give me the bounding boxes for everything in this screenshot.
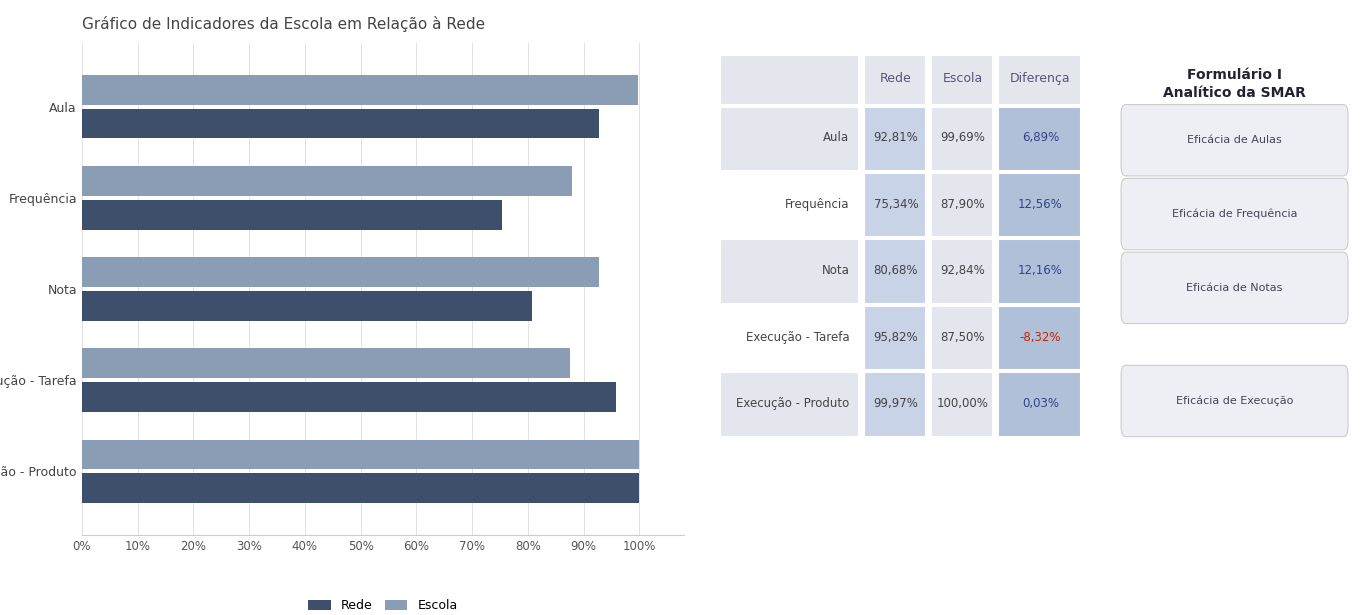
Text: Eficácia de Notas: Eficácia de Notas [1187,283,1282,293]
Text: Gráfico de Indicadores da Escola em Relação à Rede: Gráfico de Indicadores da Escola em Rela… [82,16,486,32]
Text: Formulário I
Analítico da SMAR: Formulário I Analítico da SMAR [1163,68,1305,100]
FancyBboxPatch shape [865,372,926,437]
FancyBboxPatch shape [1121,365,1348,437]
FancyBboxPatch shape [720,106,859,171]
FancyBboxPatch shape [997,106,1082,171]
Bar [82,474,640,503]
Text: 12,16%: 12,16% [1018,264,1063,277]
FancyBboxPatch shape [932,55,993,105]
FancyBboxPatch shape [932,239,993,304]
Text: 12,56%: 12,56% [1018,197,1063,211]
Text: 99,69%: 99,69% [940,131,985,145]
FancyBboxPatch shape [720,173,859,237]
Text: Execução - Produto: Execução - Produto [737,397,850,410]
FancyBboxPatch shape [932,173,993,237]
FancyBboxPatch shape [932,372,993,437]
FancyBboxPatch shape [720,306,859,370]
Text: 100,00%: 100,00% [937,397,989,410]
FancyBboxPatch shape [865,106,926,171]
Legend: Rede, Escola: Rede, Escola [303,594,462,615]
Bar [82,109,599,138]
Text: Nota: Nota [821,264,850,277]
Bar [82,200,502,229]
FancyBboxPatch shape [865,173,926,237]
FancyBboxPatch shape [865,55,926,105]
FancyBboxPatch shape [932,306,993,370]
Bar [82,349,570,378]
Text: 87,90%: 87,90% [940,197,985,211]
Text: Aula: Aula [824,131,850,145]
FancyBboxPatch shape [997,173,1082,237]
Text: 75,34%: 75,34% [873,197,918,211]
Bar [82,258,599,287]
Text: Eficácia de Aulas: Eficácia de Aulas [1187,135,1282,145]
FancyBboxPatch shape [865,306,926,370]
FancyBboxPatch shape [865,239,926,304]
Text: 95,82%: 95,82% [873,330,918,344]
FancyBboxPatch shape [997,239,1082,304]
Text: 92,84%: 92,84% [940,264,985,277]
Text: Frequência: Frequência [786,197,850,211]
Text: 6,89%: 6,89% [1022,131,1058,145]
Text: -8,32%: -8,32% [1019,330,1061,344]
Text: Escola: Escola [943,72,982,85]
Bar [82,382,617,412]
Bar [82,166,572,196]
FancyBboxPatch shape [997,306,1082,370]
FancyBboxPatch shape [720,372,859,437]
FancyBboxPatch shape [720,55,859,105]
Text: 92,81%: 92,81% [873,131,918,145]
Text: Rede: Rede [880,72,911,85]
Bar [82,440,640,469]
FancyBboxPatch shape [1121,105,1348,176]
FancyBboxPatch shape [997,55,1082,105]
FancyBboxPatch shape [932,106,993,171]
Text: 99,97%: 99,97% [873,397,918,410]
Text: Eficácia de Frequência: Eficácia de Frequência [1172,208,1297,220]
Text: 87,50%: 87,50% [940,330,985,344]
Text: Execução - Tarefa: Execução - Tarefa [746,330,850,344]
Text: 80,68%: 80,68% [873,264,918,277]
FancyBboxPatch shape [1121,252,1348,323]
Text: Diferença: Diferença [1009,72,1071,85]
FancyBboxPatch shape [1121,178,1348,250]
Text: 0,03%: 0,03% [1022,397,1058,410]
Bar [82,291,532,320]
FancyBboxPatch shape [720,239,859,304]
Bar [82,75,637,105]
Text: Eficácia de Execução: Eficácia de Execução [1176,395,1293,407]
FancyBboxPatch shape [997,372,1082,437]
